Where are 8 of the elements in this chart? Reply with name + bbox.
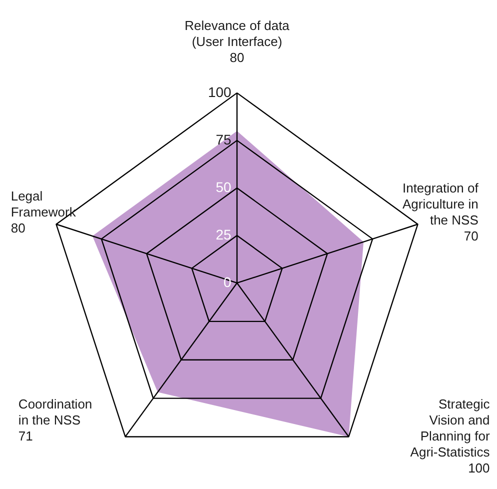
spoke-label: Relevance of data (User Interface) 80	[184, 18, 290, 66]
spoke-label: Strategic Vision and Planning for Agri-Statistics 100	[410, 396, 490, 476]
y-tick-label: 75	[216, 131, 232, 148]
spoke-label: Integration of Agriculture in the NSS 70	[402, 180, 479, 244]
spoke-label: Coordination in the NSS 71	[18, 396, 92, 444]
y-tick-label: 25	[216, 226, 232, 242]
y-tick-label: 100	[208, 84, 232, 100]
y-tick-label: 50	[216, 178, 232, 195]
